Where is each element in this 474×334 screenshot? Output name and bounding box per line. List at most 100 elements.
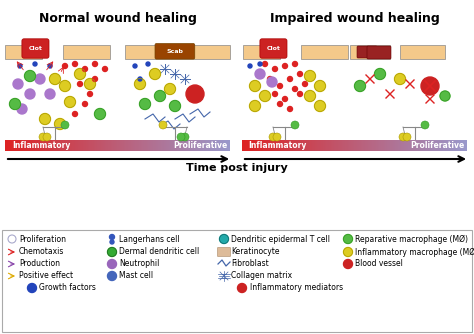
Text: Proliferative: Proliferative xyxy=(174,142,228,151)
Circle shape xyxy=(277,84,283,89)
Circle shape xyxy=(39,133,47,141)
Circle shape xyxy=(421,77,439,95)
Circle shape xyxy=(298,92,302,97)
Circle shape xyxy=(108,247,117,257)
Circle shape xyxy=(155,91,165,102)
FancyBboxPatch shape xyxy=(260,39,287,58)
Circle shape xyxy=(55,119,65,130)
FancyBboxPatch shape xyxy=(5,45,42,59)
FancyBboxPatch shape xyxy=(125,45,230,59)
Circle shape xyxy=(263,61,267,66)
Circle shape xyxy=(248,64,252,68)
Circle shape xyxy=(403,133,411,141)
Circle shape xyxy=(267,77,277,87)
Circle shape xyxy=(45,89,55,99)
Circle shape xyxy=(186,85,204,103)
Circle shape xyxy=(88,92,92,97)
FancyBboxPatch shape xyxy=(218,247,230,257)
Circle shape xyxy=(82,102,88,107)
Text: Neutrophil: Neutrophil xyxy=(119,260,159,269)
Circle shape xyxy=(292,87,298,92)
Circle shape xyxy=(39,114,51,125)
Circle shape xyxy=(315,101,326,112)
Circle shape xyxy=(73,112,78,117)
Circle shape xyxy=(291,121,299,129)
Circle shape xyxy=(92,61,98,66)
Circle shape xyxy=(258,62,262,66)
FancyBboxPatch shape xyxy=(63,45,110,59)
Circle shape xyxy=(315,80,326,92)
Text: Inflammatory mediators: Inflammatory mediators xyxy=(250,284,343,293)
Circle shape xyxy=(18,64,22,68)
Circle shape xyxy=(277,102,283,107)
Circle shape xyxy=(440,91,450,101)
FancyBboxPatch shape xyxy=(243,45,280,59)
Text: Impaired wound healing: Impaired wound healing xyxy=(270,12,440,25)
Text: Inflammatory: Inflammatory xyxy=(248,142,306,151)
FancyBboxPatch shape xyxy=(357,46,377,58)
Circle shape xyxy=(288,76,292,81)
Text: Dermal dendritic cell: Dermal dendritic cell xyxy=(119,247,199,257)
Circle shape xyxy=(344,234,353,243)
Circle shape xyxy=(146,62,150,66)
Circle shape xyxy=(49,73,61,85)
Circle shape xyxy=(249,101,261,112)
Circle shape xyxy=(138,77,142,81)
Circle shape xyxy=(108,272,117,281)
Circle shape xyxy=(159,121,167,129)
Text: Proliferative: Proliferative xyxy=(411,142,465,151)
Circle shape xyxy=(92,76,98,81)
Text: Clot: Clot xyxy=(266,46,281,51)
Circle shape xyxy=(164,84,175,95)
Circle shape xyxy=(288,107,292,112)
Circle shape xyxy=(102,66,108,71)
Text: Chemotaxis: Chemotaxis xyxy=(19,247,64,257)
Circle shape xyxy=(255,69,265,79)
Circle shape xyxy=(273,66,277,71)
Circle shape xyxy=(344,260,353,269)
Circle shape xyxy=(17,104,27,114)
Text: Normal wound healing: Normal wound healing xyxy=(39,12,197,25)
Circle shape xyxy=(73,61,78,66)
FancyBboxPatch shape xyxy=(350,45,390,59)
Circle shape xyxy=(64,97,75,108)
Circle shape xyxy=(283,63,288,68)
Text: Proliferation: Proliferation xyxy=(19,234,66,243)
Circle shape xyxy=(249,80,261,92)
Text: Collagen matrix: Collagen matrix xyxy=(231,272,292,281)
Text: Inflammatory macrophage (MØ): Inflammatory macrophage (MØ) xyxy=(355,247,474,257)
Circle shape xyxy=(302,81,308,87)
Circle shape xyxy=(259,91,271,102)
Circle shape xyxy=(48,64,52,68)
Circle shape xyxy=(181,133,189,141)
Text: Scab: Scab xyxy=(166,49,183,54)
Circle shape xyxy=(110,240,114,244)
Circle shape xyxy=(304,91,316,102)
Circle shape xyxy=(43,133,51,141)
Circle shape xyxy=(149,68,161,79)
Circle shape xyxy=(94,109,106,120)
FancyBboxPatch shape xyxy=(22,39,49,58)
Circle shape xyxy=(135,78,146,90)
Circle shape xyxy=(292,61,298,66)
Circle shape xyxy=(177,133,185,141)
Circle shape xyxy=(25,89,35,99)
Circle shape xyxy=(33,62,37,66)
Text: Production: Production xyxy=(19,260,60,269)
Text: Positive effect: Positive effect xyxy=(19,272,73,281)
Text: Growth factors: Growth factors xyxy=(39,284,96,293)
FancyBboxPatch shape xyxy=(155,43,195,59)
Circle shape xyxy=(35,74,45,84)
Circle shape xyxy=(421,121,429,129)
Text: Inflammatory: Inflammatory xyxy=(12,142,70,151)
Circle shape xyxy=(399,133,407,141)
Circle shape xyxy=(25,70,36,81)
Circle shape xyxy=(267,76,273,81)
Circle shape xyxy=(219,234,228,243)
Text: Fibroblast: Fibroblast xyxy=(231,260,269,269)
Circle shape xyxy=(82,66,88,71)
Circle shape xyxy=(170,101,181,112)
Circle shape xyxy=(394,73,405,85)
Circle shape xyxy=(63,63,67,68)
Circle shape xyxy=(283,97,288,102)
